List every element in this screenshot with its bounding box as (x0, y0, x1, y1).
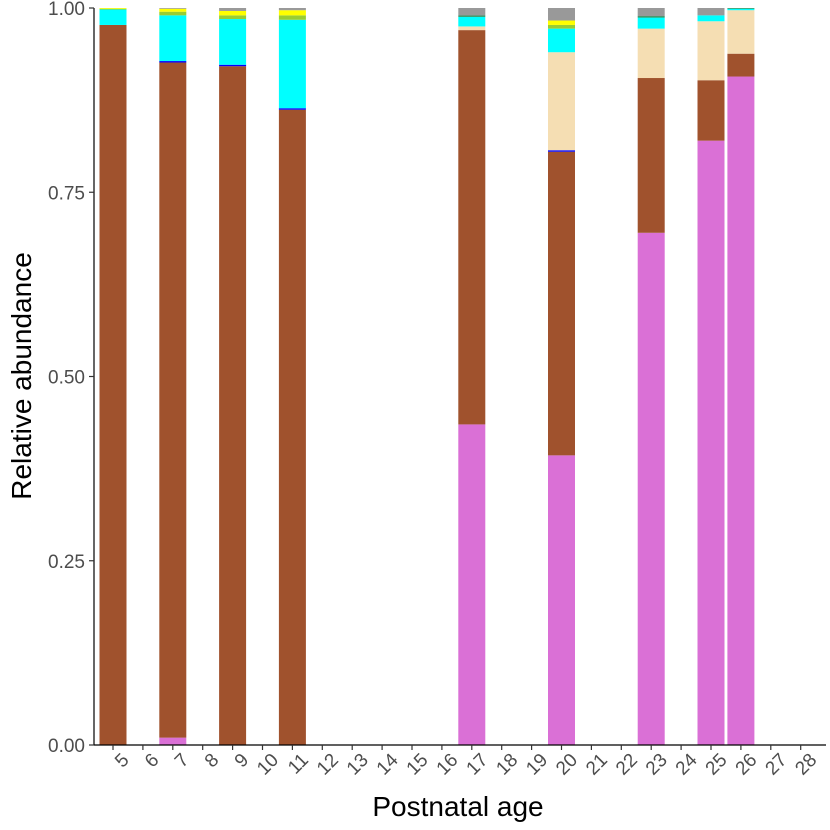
x-tick-label: 8 (201, 750, 223, 772)
bar-segment-cyan-age-23 (637, 17, 665, 29)
x-tick-label: 21 (582, 750, 612, 780)
bar-segment-sienna-age-17 (458, 30, 486, 425)
bar-segment-wheat-age-26 (727, 10, 755, 54)
bar-segment-grey-age-25 (697, 8, 725, 16)
bar-layer (99, 8, 755, 746)
bar-segment-cyan-age-7 (159, 15, 187, 62)
x-tick-label: 17 (463, 750, 493, 780)
x-tick-label: 23 (642, 750, 672, 780)
bar-segment-sienna-age-5 (99, 24, 127, 745)
bar-segment-green-age-23 (637, 16, 665, 18)
bar-segment-lime-age-20 (548, 24, 575, 29)
x-tick-label: 12 (313, 750, 343, 780)
bar-segment-cyan-age-17 (458, 16, 486, 27)
x-tick-label: 18 (492, 750, 522, 780)
bar-segment-blue-age-9 (219, 64, 247, 67)
x-axis-title: Postnatal age (372, 791, 543, 822)
y-tick-label: 0.25 (48, 552, 85, 573)
bar-segment-blue-age-7 (159, 61, 187, 63)
bar-segment-lime-age-11 (278, 15, 306, 20)
x-tick-label: 7 (171, 750, 193, 772)
y-tick-label: 0.50 (48, 368, 85, 389)
bar-segment-lime-age-7 (159, 11, 187, 16)
bar-segment-sienna-age-23 (637, 78, 665, 233)
bar-segment-orchid-age-23 (637, 232, 665, 746)
bar-segment-green-age-26 (727, 8, 755, 9)
bar-segment-sienna-age-26 (727, 53, 755, 77)
x-tick-label: 25 (702, 750, 732, 780)
bar-segment-wheat-age-17 (458, 26, 486, 31)
x-tick-label: 11 (284, 750, 313, 779)
bar-segment-blue-age-20 (548, 150, 575, 152)
bar-segment-grey-age-11 (278, 8, 306, 11)
x-tick-labels: 5 6 7 8 9 10 11 12 13 14 15 16 17 18 19 20 21 22 23 24 25 26 2… (111, 745, 821, 779)
bar-segment-grey-age-7 (159, 8, 187, 9)
y-tick-labels: 0.00 0.25 0.50 0.75 1.00 (48, 0, 94, 757)
bar-segment-yellow-age-11 (278, 10, 306, 16)
bar-segment-cyan-age-20 (548, 28, 575, 53)
x-tick-label: 5 (111, 750, 133, 772)
x-tick-label: 20 (552, 750, 582, 780)
x-tick-label: 13 (343, 750, 373, 780)
bar-segment-orchid-age-25 (697, 140, 725, 745)
bar-segment-sienna-age-9 (219, 66, 247, 746)
x-tick-label: 9 (231, 750, 253, 772)
bar-segment-orchid-age-7 (159, 737, 187, 745)
bar-segment-sienna-age-25 (697, 80, 725, 141)
bar-segment-sienna-age-11 (278, 109, 306, 745)
bar-segment-yellow-age-20 (548, 20, 575, 25)
y-tick-label: 1.00 (48, 0, 85, 20)
bar-segment-green-age-17 (458, 15, 486, 17)
bar-segment-sienna-age-20 (548, 151, 575, 456)
x-tick-label: 14 (373, 749, 403, 779)
bar-segment-cyan-age-25 (697, 15, 725, 22)
x-tick-label: 22 (612, 750, 642, 780)
bar-segment-wheat-age-25 (697, 21, 725, 81)
x-tick-label: 28 (791, 750, 821, 780)
bar-segment-orchid-age-17 (458, 424, 486, 745)
bar-segment-grey-age-20 (548, 8, 575, 21)
bar-segment-cyan-age-11 (278, 19, 306, 109)
bar-segment-grey-age-23 (637, 8, 665, 17)
y-tick-label: 0.00 (48, 736, 85, 757)
bar-segment-cyan-age-9 (219, 19, 247, 65)
x-tick-label: 19 (522, 750, 552, 780)
bar-segment-wheat-age-20 (548, 52, 575, 151)
x-tick-label: 27 (762, 750, 792, 780)
bar-segment-yellow-age-9 (219, 10, 247, 16)
bar-segment-cyan-age-5 (99, 9, 127, 25)
x-tick-label: 16 (433, 750, 463, 780)
bar-segment-lime-age-9 (219, 15, 247, 20)
bar-segment-yellow-age-7 (159, 8, 187, 12)
bar-segment-grey-age-9 (219, 8, 247, 11)
bar-segment-blue-age-11 (278, 108, 306, 110)
x-tick-label: 24 (672, 749, 702, 779)
bar-segment-cyan-age-26 (727, 8, 755, 11)
bar-segment-orchid-age-20 (548, 455, 575, 745)
bar-segment-orchid-age-26 (727, 76, 755, 746)
bar-segment-sienna-age-7 (159, 62, 187, 738)
bar-segment-wheat-age-23 (637, 28, 665, 79)
bar-segment-yellow-age-5 (99, 8, 127, 9)
bar-segment-grey-age-17 (458, 8, 486, 16)
x-tick-label: 15 (403, 750, 433, 780)
y-axis-title: Relative abundance (6, 252, 37, 500)
x-tick-label: 10 (253, 750, 283, 780)
x-tick-label: 26 (732, 750, 762, 780)
x-tick-label: 6 (141, 750, 163, 772)
bar-segment-lime-age-5 (99, 8, 127, 10)
y-tick-label: 0.75 (48, 183, 85, 204)
